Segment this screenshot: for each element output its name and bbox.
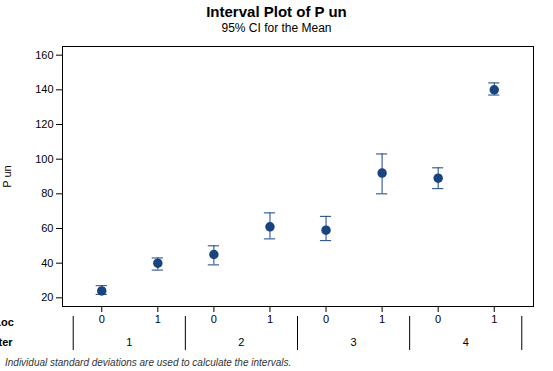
html-text:Individual standard deviations: Individual standard deviations are used … <box>5 357 292 368</box>
html-text:Interval Plot of P un: Interval Plot of P un <box>206 3 347 20</box>
svg-text:20: 20 <box>41 291 53 303</box>
svg-text:1: 1 <box>155 313 161 325</box>
html-text:95% CI for the Mean: 95% CI for the Mean <box>221 21 332 35</box>
svg-text:Loc: Loc <box>0 316 14 328</box>
svg-text:P un: P un <box>1 165 13 187</box>
svg-text:0: 0 <box>99 313 105 325</box>
svg-text:0: 0 <box>323 313 329 325</box>
svg-text:160: 160 <box>35 49 53 61</box>
svg-text:0: 0 <box>211 313 217 325</box>
svg-text:0: 0 <box>435 313 441 325</box>
svg-text:1: 1 <box>126 336 132 348</box>
svg-text:4: 4 <box>463 336 469 348</box>
svg-text:40: 40 <box>41 257 53 269</box>
svg-text:1: 1 <box>491 313 497 325</box>
svg-text:1: 1 <box>379 313 385 325</box>
svg-text:1: 1 <box>267 313 273 325</box>
svg-text:3: 3 <box>351 336 357 348</box>
svg-text:Iter: Iter <box>0 336 13 348</box>
svg-text:2: 2 <box>238 336 244 348</box>
svg-text:100: 100 <box>35 153 53 165</box>
svg-text:60: 60 <box>41 222 53 234</box>
svg-text:140: 140 <box>35 83 53 95</box>
svg-text:120: 120 <box>35 118 53 130</box>
svg-text:80: 80 <box>41 187 53 199</box>
